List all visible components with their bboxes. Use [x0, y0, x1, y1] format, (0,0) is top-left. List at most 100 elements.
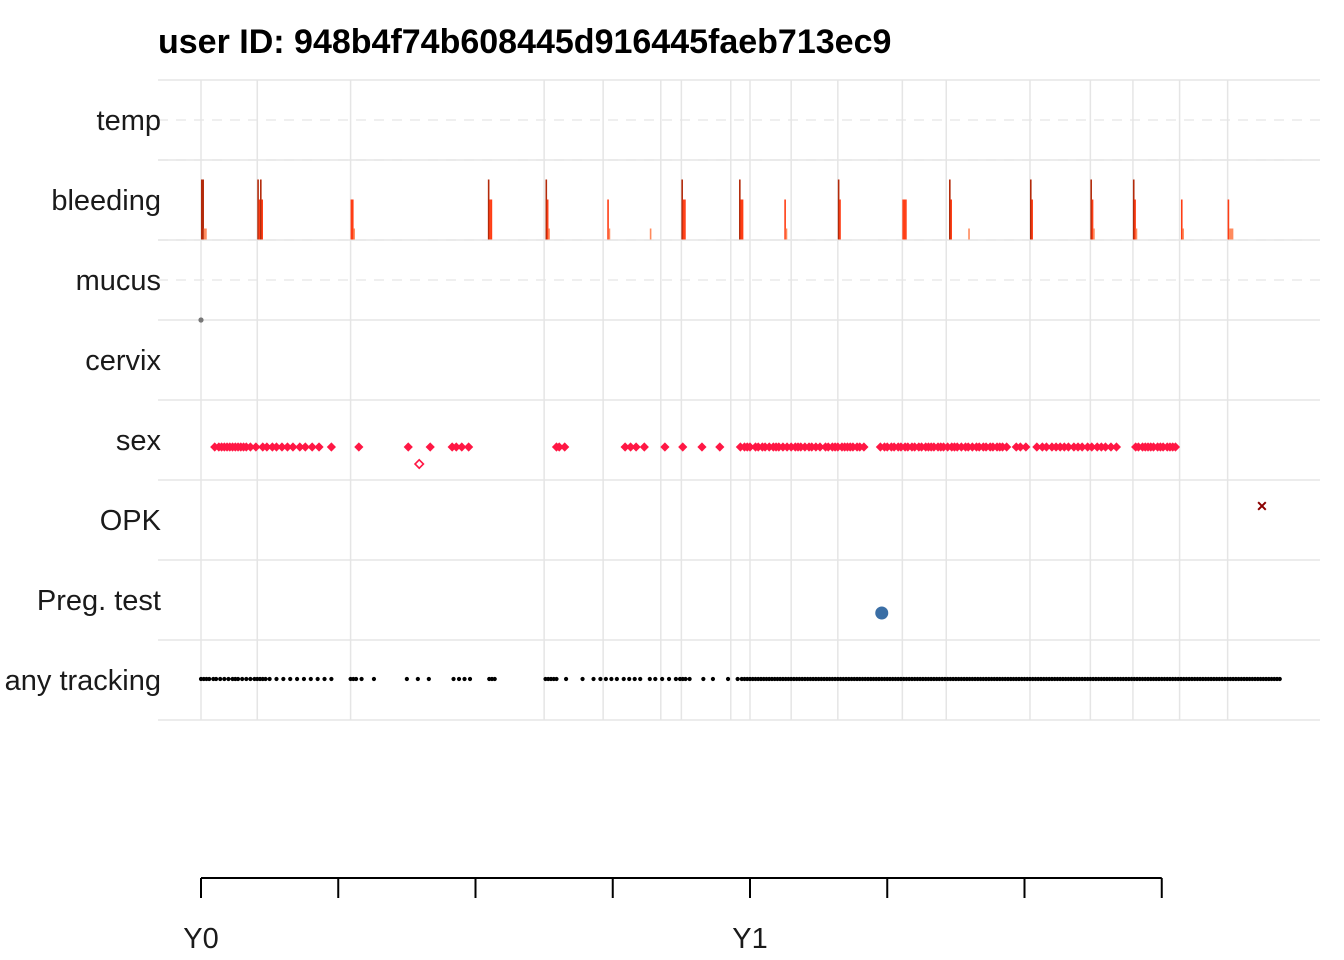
bleeding-bar — [607, 199, 609, 240]
bleeding-bar — [489, 199, 491, 240]
bleeding-bar — [548, 228, 550, 240]
tracking-point — [274, 676, 279, 682]
bleeding-bar — [608, 228, 611, 240]
tracking-point — [660, 676, 665, 682]
tracking-point — [359, 676, 364, 682]
opk-point — [1257, 501, 1267, 511]
tracking-point — [653, 676, 658, 682]
tracking-point — [673, 676, 678, 682]
tracking-point — [294, 676, 300, 682]
sex-point — [859, 442, 869, 452]
tracking-point — [288, 676, 293, 682]
tracking-point — [281, 676, 286, 682]
x-axis: Y0 Y1 — [183, 877, 1163, 955]
bleeding-bar — [1231, 228, 1234, 240]
bleeding-bar — [681, 179, 683, 240]
bleeding-bar — [1029, 179, 1032, 240]
tracking-point — [248, 676, 253, 682]
sex-point — [262, 442, 272, 452]
bleeding-bar — [260, 179, 262, 240]
bleeding-bar — [649, 228, 652, 240]
sex-point — [1032, 442, 1042, 452]
bleeding-bar — [739, 179, 741, 240]
tracking-point — [218, 676, 223, 682]
bleeding-bar — [351, 199, 354, 240]
mucus-point — [198, 317, 204, 323]
tracking-point — [632, 676, 637, 682]
preg-test-point — [875, 606, 889, 620]
bleeding-bar — [1091, 199, 1094, 240]
sex-point — [1106, 442, 1116, 452]
bleeding-bar — [261, 199, 263, 240]
tracking-point — [322, 676, 327, 682]
sex-point — [277, 442, 287, 452]
bleeding-bar — [487, 179, 490, 240]
tracking-point — [598, 676, 603, 682]
x-tick-label: Y0 — [183, 923, 218, 955]
tracking-point — [683, 676, 688, 682]
bleeding-bar — [684, 199, 686, 240]
tracking-point — [207, 676, 212, 682]
sex-point — [631, 442, 641, 452]
sex-point — [715, 442, 725, 452]
bleeding-bar — [490, 199, 493, 240]
sex-point — [745, 442, 755, 452]
bleeding-bar — [1093, 228, 1095, 240]
tracking-point — [603, 676, 608, 682]
sex-point — [425, 442, 435, 452]
sex-point — [560, 442, 570, 452]
tracking-point — [1277, 676, 1282, 682]
bleeding-bar — [837, 179, 840, 240]
bleeding-bar — [350, 199, 353, 240]
bleeding-bar — [968, 228, 970, 240]
row-label: mucus — [76, 265, 161, 297]
bleeding-bar — [1227, 199, 1230, 240]
bleeding-bar — [1135, 228, 1138, 240]
sex-point — [678, 442, 688, 452]
row-label: bleeding — [51, 185, 161, 217]
sex-point — [1021, 442, 1031, 452]
tracking-point — [315, 676, 320, 682]
bleeding-bar — [258, 199, 261, 240]
tracking-point — [591, 676, 596, 682]
tracking-point — [710, 676, 716, 682]
tracking-point — [267, 676, 272, 682]
sex-point — [403, 442, 413, 452]
sex-point — [300, 442, 310, 452]
tracking-point — [666, 676, 672, 682]
bleeding-bar — [839, 199, 841, 240]
bleeding-bar — [1180, 199, 1183, 240]
tracking-point — [329, 676, 334, 682]
tracking-point — [426, 676, 431, 682]
tracking-point — [687, 676, 692, 682]
bleeding-bar — [784, 199, 786, 240]
bleeding-bar — [1230, 228, 1232, 240]
tracking-point — [263, 676, 268, 682]
bleeding-bar — [950, 199, 952, 240]
bleeding-bar — [1182, 228, 1184, 240]
tracking-point — [725, 676, 731, 682]
tracking-point — [735, 676, 740, 682]
tracking-point — [353, 676, 359, 682]
sex-point — [326, 442, 336, 452]
bleeding-bar — [785, 228, 788, 240]
sex-point — [288, 442, 298, 452]
sex-point — [245, 442, 256, 452]
tracking-point — [240, 676, 245, 682]
sex-point — [1041, 442, 1052, 452]
bleeding-bar — [1090, 179, 1092, 240]
sex-point — [464, 442, 474, 452]
bleeding-series — [201, 179, 1234, 240]
tracking-point — [235, 676, 241, 682]
sex-point — [1087, 442, 1097, 452]
sex-point — [639, 442, 649, 452]
tracking-point — [308, 676, 313, 682]
row-label: OPK — [100, 505, 162, 537]
bleeding-bar — [1031, 199, 1033, 240]
tracking-point — [301, 676, 307, 682]
bleeding-bar — [902, 199, 904, 240]
tracking-point — [456, 676, 462, 682]
sex-point — [815, 442, 825, 452]
row-labels: temp bleeding mucus cervix sex OPK Preg. test a… — [5, 105, 162, 697]
sex-point — [554, 442, 564, 452]
